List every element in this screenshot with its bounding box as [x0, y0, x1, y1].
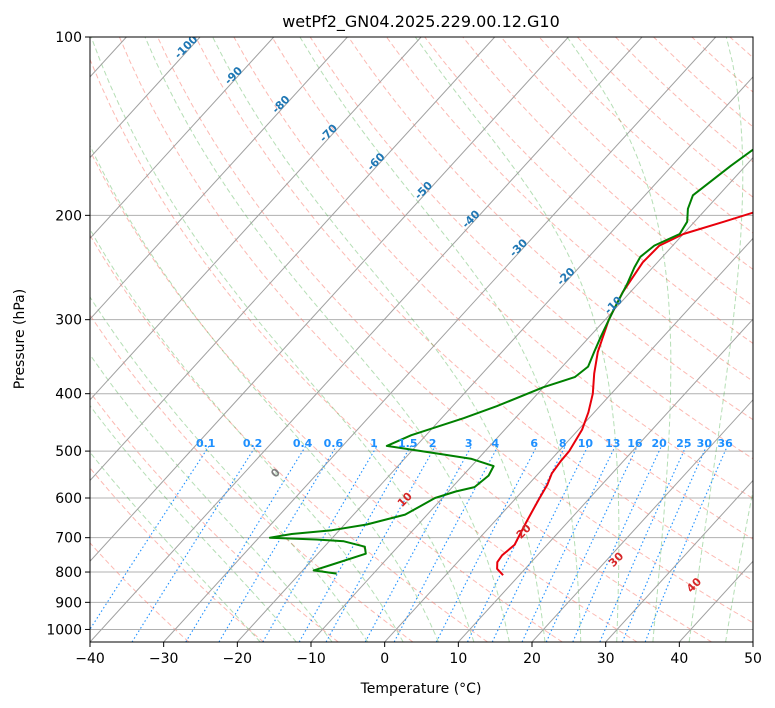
mixing-ratio-label: 3: [465, 437, 473, 450]
mixing-ratio-line: [185, 445, 307, 642]
x-tick-label: 30: [597, 651, 615, 667]
mixing-ratio-line: [467, 445, 566, 642]
mixing-ratio-line: [90, 445, 210, 631]
mixing-ratio-label: 1.5: [398, 437, 418, 450]
moist-adiabat: [566, 37, 672, 642]
mixing-ratio-line: [262, 445, 378, 642]
mixing-ratio-line: [218, 445, 338, 642]
plot-frame: [89, 36, 754, 643]
isotherm-line: [90, 37, 422, 401]
plot-background: [90, 37, 753, 642]
isotherm-line: [90, 37, 643, 642]
moist-adiabat: [90, 37, 475, 642]
mixing-ratio-line: [435, 445, 538, 642]
isotherm-line: [310, 156, 753, 642]
dry-adiabat: [90, 58, 638, 642]
moist-adiabat: [414, 37, 620, 642]
isotherm-line: [90, 37, 569, 563]
axis-ticks: −40 −30 −20 −10 0 10 20 30 40 5010020030040050060…: [46, 30, 762, 667]
x-tick-label: −30: [149, 651, 179, 667]
y-tick-label: 500: [55, 444, 82, 460]
isotherm-line: [90, 37, 201, 159]
dry-adiabat: [195, 37, 753, 582]
mixing-ratio-label: 20: [651, 437, 667, 450]
mixing-ratio-line: [599, 445, 687, 642]
dry-adiabat: [424, 37, 753, 344]
dry-adiabat: [90, 149, 563, 642]
chart-title: wetPf2_GN04.2025.229.00.12.G10: [282, 12, 560, 32]
x-axis-title: Temperature (°C): [360, 681, 482, 697]
moist-adiabat: [90, 144, 439, 642]
isotherm-line: [531, 399, 753, 642]
dry-adiabat: [157, 37, 753, 624]
mixing-ratio-line: [131, 445, 257, 642]
moist-adiabat: [90, 228, 404, 642]
mixing-ratio-label: 13: [605, 437, 620, 450]
mixing-ratio-label: 8: [559, 437, 567, 450]
mixing-ratio-label: 0.2: [243, 437, 263, 450]
moist-adiabat: [299, 37, 582, 642]
moist-adiabat: [688, 37, 744, 642]
y-tick-label: 600: [55, 491, 82, 507]
mixing-ratio-label: 2: [429, 437, 437, 450]
moist-adiabat: [212, 37, 546, 642]
x-tick-label: −20: [223, 651, 253, 667]
x-tick-label: 0: [380, 651, 389, 667]
y-tick-label: 300: [55, 313, 82, 329]
y-tick-label: 900: [55, 595, 82, 611]
x-tick-label: 20: [523, 651, 541, 667]
mixing-ratio-line: [325, 445, 436, 642]
isotherm-line: [752, 641, 753, 642]
x-tick-label: −10: [296, 651, 326, 667]
y-tick-label: 200: [55, 208, 82, 224]
y-tick-label: 1000: [46, 622, 82, 638]
temperature-profile-line: [496, 211, 753, 576]
moist-adiabat: [90, 451, 261, 642]
moist-adiabat: [90, 404, 297, 642]
y-tick-label: 800: [55, 565, 82, 581]
isotherm-line: [457, 318, 753, 642]
dry-adiabat: [90, 313, 414, 642]
y-tick-label: 400: [55, 387, 82, 403]
mixing-ratio-line: [491, 445, 589, 642]
dewpoint-profile-line: [268, 148, 753, 575]
moist-adiabat: [725, 488, 753, 642]
dry-adiabat: [271, 37, 753, 500]
mixing-ratio-label: 25: [676, 437, 691, 450]
x-tick-label: 40: [670, 651, 688, 667]
dry-adiabat: [309, 37, 753, 460]
background-lines: [90, 37, 753, 642]
mixing-ratio-label: 4: [492, 437, 500, 450]
mixing-ratio-label: 30: [697, 437, 713, 450]
profile-lines: [268, 148, 753, 576]
y-tick-label: 700: [55, 531, 82, 547]
mixing-ratio-label: 0.1: [196, 437, 216, 450]
isotherm-line: [90, 37, 496, 482]
moist-adiabat: [90, 296, 369, 642]
mixing-ratio-label: 0.4: [293, 437, 313, 450]
x-tick-label: 10: [449, 651, 467, 667]
isotherm-line: [605, 479, 753, 642]
y-axis-title: Pressure (hPa): [12, 289, 28, 389]
mixing-ratio-label: 6: [530, 437, 538, 450]
y-tick-label: 100: [55, 30, 82, 46]
mixing-ratio-label: 16: [627, 437, 643, 450]
mixing-ratio-label: 1: [370, 437, 378, 450]
x-tick-label: 50: [744, 651, 762, 667]
x-tick-label: −40: [75, 651, 105, 667]
isotherm-line: [90, 37, 348, 320]
mixing-ratio-label: 0.6: [324, 437, 344, 450]
mixing-ratio-label: 10: [578, 437, 594, 450]
dry-adiabat: [386, 37, 753, 382]
mixing-ratio-line: [621, 445, 708, 642]
mixing-ratio-label: 36: [717, 437, 733, 450]
isotherm-line: [163, 37, 717, 642]
isotherm-line: [90, 37, 275, 240]
isotherm-line: [384, 237, 753, 642]
moist-adiabat: [144, 37, 510, 642]
